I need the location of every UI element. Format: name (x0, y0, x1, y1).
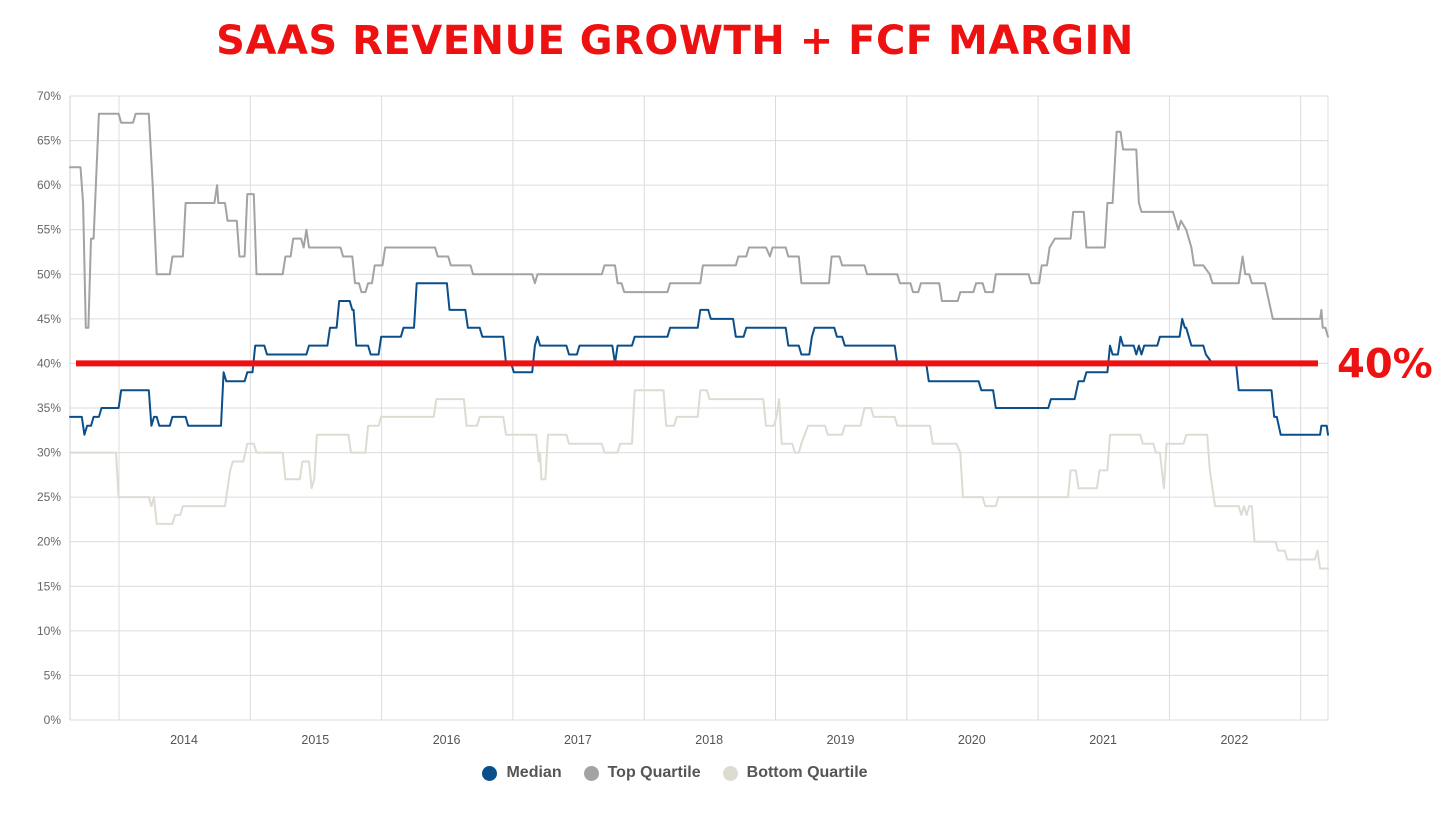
y-tick-label: 30% (37, 446, 61, 460)
x-tick-label: 2019 (827, 733, 855, 747)
y-tick-label: 40% (37, 356, 61, 370)
series-line-median (69, 282, 1329, 436)
y-tick-label: 60% (37, 178, 61, 192)
y-tick-label: 15% (37, 579, 61, 593)
y-tick-label: 55% (37, 223, 61, 237)
x-tick-label: 2016 (433, 733, 461, 747)
x-tick-label: 2018 (695, 733, 723, 747)
x-tick-label: 2022 (1220, 733, 1248, 747)
y-tick-label: 35% (37, 401, 61, 415)
legend-item-top-quartile[interactable]: Top Quartile (583, 764, 701, 782)
x-tick-label: 2017 (564, 733, 592, 747)
legend-item-median[interactable]: Median (482, 764, 562, 782)
y-tick-label: 65% (37, 134, 61, 148)
x-tick-label: 2015 (301, 733, 329, 747)
series-line-bottom-quartile (69, 389, 1329, 570)
reference-line-label: 40% (1337, 341, 1433, 387)
x-axis-ticks: 2014 2015 2016 2017 2018 2019 2020 2021 2022 (170, 733, 1248, 747)
legend-item-bottom-quartile[interactable]: Bottom Quartile (722, 764, 868, 782)
y-tick-label: 0% (44, 713, 62, 727)
y-tick-label: 70% (37, 89, 61, 103)
series-layer (69, 112, 1329, 570)
y-tick-label: 20% (37, 535, 61, 549)
legend-label-bottom-quartile: Bottom Quartile (746, 764, 868, 781)
x-tick-label: 2020 (958, 733, 986, 747)
x-tick-label: 2021 (1089, 733, 1117, 747)
y-tick-label: 10% (37, 624, 61, 638)
legend-label-median: Median (506, 764, 562, 781)
series-line-top-quartile (69, 112, 1329, 338)
legend-label-top-quartile: Top Quartile (607, 764, 701, 781)
y-axis-ticks: 0% 5% 10% 15% 20% 25% 30% 35% 40% 45% 50% 55% 60% 65%… (37, 89, 61, 727)
legend-dot-top-quartile (583, 765, 599, 781)
legend-dot-median (482, 765, 498, 781)
y-tick-label: 5% (44, 668, 62, 682)
legend: Median Top Quartile Bottom Quartile (0, 764, 1350, 782)
y-tick-label: 50% (37, 267, 61, 281)
legend-dot-bottom-quartile (722, 765, 738, 781)
chart-title: SAAS REVENUE GROWTH + FCF MARGIN (216, 18, 1134, 64)
y-tick-label: 25% (37, 490, 61, 504)
y-tick-label: 45% (37, 312, 61, 326)
x-tick-label: 2014 (170, 733, 198, 747)
reference-layer: 40% (76, 341, 1433, 387)
